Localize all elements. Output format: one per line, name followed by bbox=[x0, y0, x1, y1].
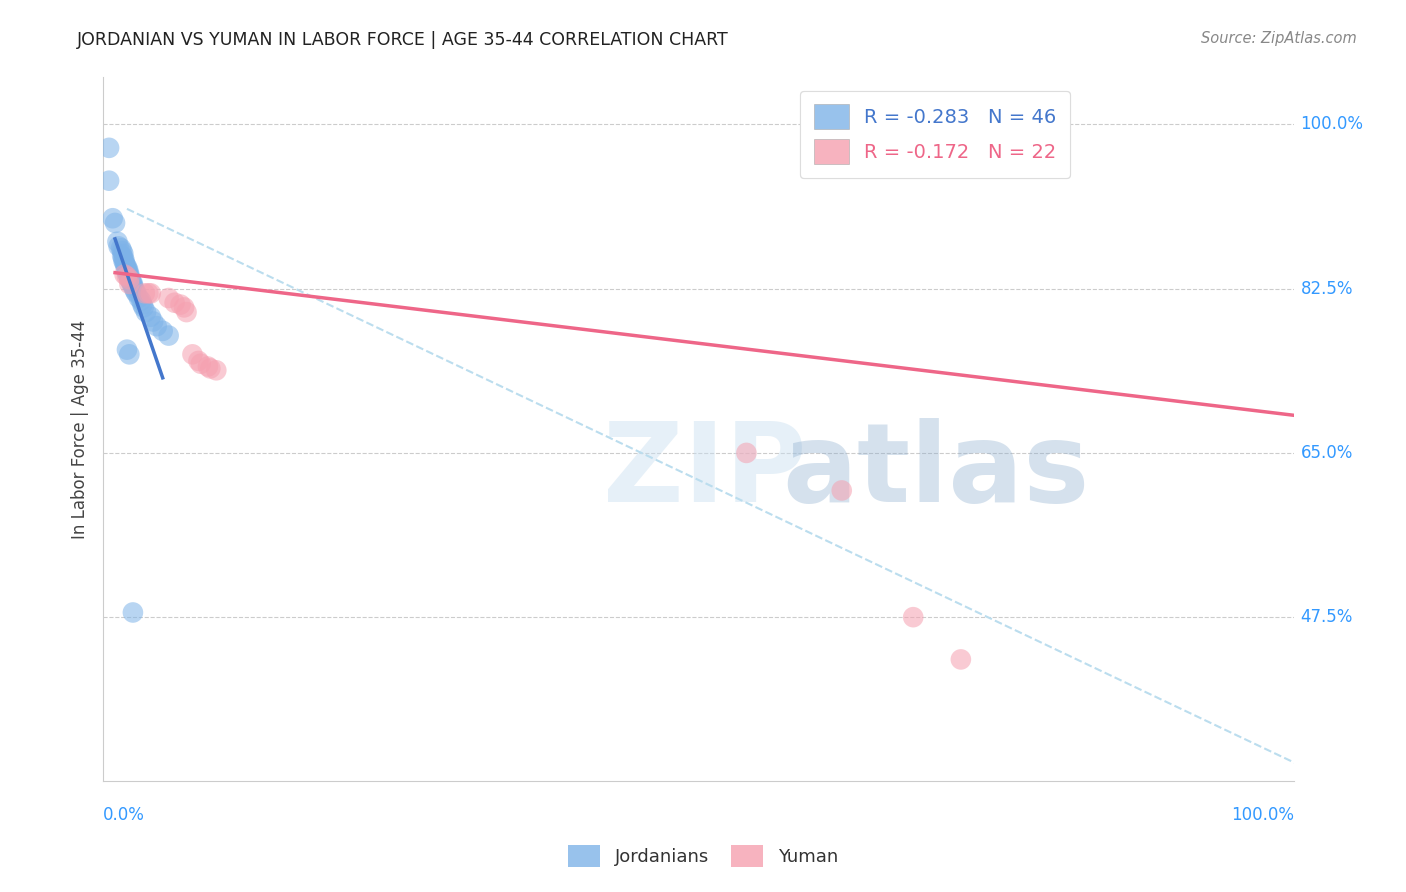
Point bbox=[139, 310, 162, 324]
Point bbox=[145, 319, 167, 334]
Point bbox=[190, 357, 212, 371]
Point bbox=[120, 272, 142, 286]
Point bbox=[115, 260, 138, 274]
Point bbox=[115, 263, 138, 277]
Point bbox=[200, 361, 222, 376]
Text: 65.0%: 65.0% bbox=[1301, 444, 1353, 462]
Point bbox=[104, 216, 127, 230]
Point bbox=[111, 249, 134, 263]
Point bbox=[114, 260, 136, 274]
Point bbox=[129, 293, 152, 308]
Text: JORDANIAN VS YUMAN IN LABOR FORCE | AGE 35-44 CORRELATION CHART: JORDANIAN VS YUMAN IN LABOR FORCE | AGE … bbox=[77, 31, 730, 49]
Point bbox=[107, 239, 129, 253]
Point bbox=[114, 258, 136, 272]
Text: 100.0%: 100.0% bbox=[1301, 115, 1364, 134]
Point bbox=[903, 610, 925, 624]
Point bbox=[117, 263, 139, 277]
Point bbox=[157, 328, 180, 343]
Point bbox=[142, 314, 165, 328]
Point bbox=[139, 286, 162, 301]
Point bbox=[112, 253, 135, 268]
Point bbox=[122, 278, 145, 293]
Point bbox=[121, 277, 143, 291]
Point bbox=[187, 354, 209, 368]
Point bbox=[176, 305, 198, 319]
Point bbox=[121, 275, 143, 289]
Point bbox=[112, 251, 135, 265]
Point bbox=[114, 256, 136, 270]
Point bbox=[131, 297, 153, 311]
Point bbox=[115, 343, 138, 357]
Point bbox=[118, 268, 141, 282]
Point bbox=[831, 483, 853, 498]
Text: 100.0%: 100.0% bbox=[1232, 806, 1295, 824]
Point bbox=[152, 324, 174, 338]
Point bbox=[114, 268, 136, 282]
Text: 82.5%: 82.5% bbox=[1301, 279, 1353, 298]
Point bbox=[118, 347, 141, 361]
Text: Source: ZipAtlas.com: Source: ZipAtlas.com bbox=[1201, 31, 1357, 46]
Point bbox=[132, 301, 155, 315]
Point bbox=[98, 141, 121, 155]
Point bbox=[107, 235, 129, 249]
Point bbox=[138, 286, 160, 301]
Point bbox=[122, 277, 145, 291]
Legend: R = -0.283   N = 46, R = -0.172   N = 22: R = -0.283 N = 46, R = -0.172 N = 22 bbox=[800, 91, 1070, 178]
Point bbox=[118, 269, 141, 284]
Point bbox=[110, 241, 132, 255]
Point bbox=[181, 347, 204, 361]
Text: ZIP: ZIP bbox=[603, 418, 807, 525]
Point bbox=[115, 266, 138, 280]
Point bbox=[735, 446, 758, 460]
Point bbox=[157, 291, 180, 305]
Point bbox=[173, 301, 195, 315]
Point bbox=[118, 272, 141, 286]
Point bbox=[169, 297, 191, 311]
Point bbox=[122, 282, 145, 296]
Point bbox=[205, 363, 228, 377]
Point bbox=[135, 305, 157, 319]
Point bbox=[101, 211, 124, 226]
Point bbox=[111, 244, 134, 258]
Point bbox=[117, 268, 139, 282]
Point bbox=[122, 606, 145, 620]
Text: atlas: atlas bbox=[782, 418, 1090, 525]
Point bbox=[114, 253, 136, 268]
Legend: Jordanians, Yuman: Jordanians, Yuman bbox=[561, 838, 845, 874]
Point bbox=[117, 265, 139, 279]
Point bbox=[134, 286, 156, 301]
Text: 47.5%: 47.5% bbox=[1301, 608, 1353, 626]
Y-axis label: In Labor Force | Age 35-44: In Labor Force | Age 35-44 bbox=[72, 320, 89, 539]
Point bbox=[118, 277, 141, 291]
Point bbox=[197, 359, 219, 374]
Point bbox=[115, 269, 138, 284]
Point bbox=[128, 291, 150, 305]
Text: 0.0%: 0.0% bbox=[103, 806, 145, 824]
Point bbox=[98, 174, 121, 188]
Point bbox=[124, 285, 146, 299]
Point bbox=[125, 286, 148, 301]
Point bbox=[118, 272, 141, 286]
Point bbox=[949, 652, 972, 666]
Point bbox=[112, 247, 135, 261]
Point bbox=[163, 295, 186, 310]
